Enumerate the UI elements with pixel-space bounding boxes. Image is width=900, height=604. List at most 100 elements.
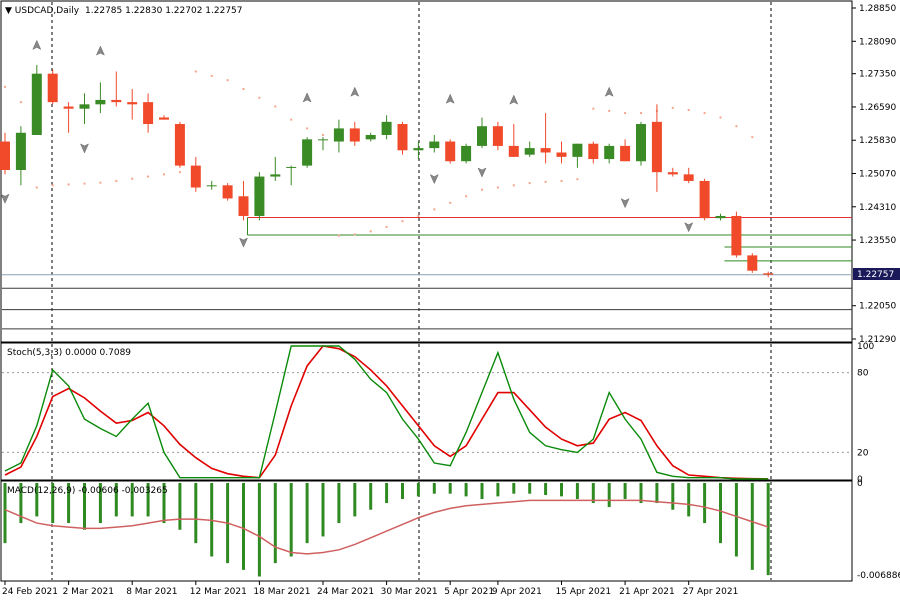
sar-dot (465, 195, 468, 198)
sar-dot (306, 127, 309, 130)
bull-candle (381, 121, 392, 135)
sar-dot (369, 230, 372, 233)
price-tick-label: 1.25830 (859, 136, 896, 146)
bear-candle (0, 141, 10, 170)
sar-dot (83, 182, 86, 185)
sar-dot (131, 177, 134, 180)
bull-candle (333, 128, 344, 142)
bear-candle (445, 141, 456, 162)
price-tick-label: 1.28850 (859, 4, 896, 14)
bull-candle (413, 148, 424, 151)
sar-dot (449, 201, 452, 204)
bear-candle (651, 121, 662, 173)
sar-dot (194, 70, 197, 73)
bull-candle (429, 141, 440, 149)
sar-dot (274, 105, 277, 108)
bull-candle (302, 139, 313, 166)
sar-dot (226, 79, 229, 82)
date-tick-label: 24 Feb 2021 (2, 587, 58, 597)
date-tick-label: 9 Apr 2021 (492, 587, 542, 597)
symbol-label: USDCAD,Daily (15, 6, 80, 16)
sar-dot (433, 208, 436, 211)
bear-candle (397, 124, 408, 151)
sar-dot (417, 214, 420, 217)
bear-candle (159, 117, 169, 120)
fractal-up-icon (604, 86, 614, 97)
macd-signal-line (4, 499, 769, 555)
sar-dot (178, 171, 181, 174)
bull-candle (461, 145, 472, 162)
date-tick-label: 12 Mar 2021 (190, 587, 247, 597)
bear-candle (238, 196, 249, 216)
price-tick-label: 1.28090 (859, 37, 896, 47)
sar-dot (703, 112, 706, 115)
sar-dot (35, 186, 38, 189)
bull-candle (365, 134, 376, 140)
macd-pane-frame (0, 480, 853, 582)
stoch-tick-label: 100 (857, 342, 874, 352)
date-tick-label: 8 Mar 2021 (126, 587, 177, 597)
bear-candle (222, 185, 233, 199)
bull-candle (524, 148, 535, 155)
sar-dot (687, 109, 690, 112)
bear-candle (111, 99, 122, 103)
fractal-up-icon (445, 93, 455, 104)
sar-dot (51, 184, 54, 187)
fractal-up-icon (32, 39, 42, 50)
ohlc-values: 1.22785 1.22830 1.22702 1.22757 (85, 6, 242, 16)
expand-arrow-icon[interactable]: ▼ (5, 6, 15, 16)
bear-candle (127, 102, 138, 105)
bear-candle (699, 180, 710, 219)
bear-candle (63, 106, 74, 109)
price-tick-label: 1.25070 (859, 170, 896, 180)
sar-dot (67, 183, 70, 186)
sar-dot (640, 112, 642, 115)
bull-candle (572, 143, 583, 157)
date-tick-label: 5 Apr 2021 (444, 587, 494, 597)
stoch-signal-line (4, 345, 769, 480)
sar-dot (163, 173, 165, 176)
bear-candle (588, 143, 599, 160)
sar-dot (322, 133, 324, 136)
bear-candle (492, 126, 503, 146)
fractal-down-icon (429, 174, 439, 185)
date-tick-label: 18 Mar 2021 (253, 587, 310, 597)
macd-tick-label: 0 (857, 479, 863, 489)
bull-candle (31, 73, 42, 135)
date-tick-label: 2 Mar 2021 (63, 587, 114, 597)
bull-candle (206, 185, 217, 187)
bear-candle (349, 128, 360, 142)
bull-candle (270, 174, 281, 177)
bear-candle (540, 148, 551, 153)
bear-candle (47, 73, 58, 103)
fractal-up-icon (95, 45, 105, 56)
bull-candle (254, 176, 265, 216)
bull-candle (79, 104, 90, 109)
price-tick-label: 1.23550 (859, 236, 896, 246)
sar-dot (624, 112, 627, 115)
stoch-main-line (4, 345, 769, 480)
sar-dot (147, 175, 150, 178)
date-tick-label: 21 Apr 2021 (619, 587, 675, 597)
bull-candle (715, 215, 726, 219)
macd-label: MACD(12,26,9) -0.00606 -0.003265 (7, 486, 168, 496)
stoch-pane-frame (0, 342, 853, 481)
stoch-label: Stoch(5,3,3) 0.0000 0.7089 (7, 348, 131, 358)
price-tick-label: 1.27350 (859, 70, 896, 80)
bull-candle (286, 166, 297, 168)
bear-candle (620, 145, 631, 162)
bear-candle (556, 152, 567, 157)
fractal-up-icon (509, 94, 519, 105)
fractal-up-icon (350, 86, 360, 97)
bear-candle (174, 124, 185, 166)
sar-dot (719, 116, 722, 119)
bull-candle (95, 99, 106, 105)
sar-dot (608, 109, 611, 112)
sar-dot (99, 181, 102, 184)
sar-dot (337, 234, 340, 237)
sar-dot (512, 184, 515, 187)
bear-candle (667, 172, 678, 175)
bull-candle (318, 139, 328, 141)
